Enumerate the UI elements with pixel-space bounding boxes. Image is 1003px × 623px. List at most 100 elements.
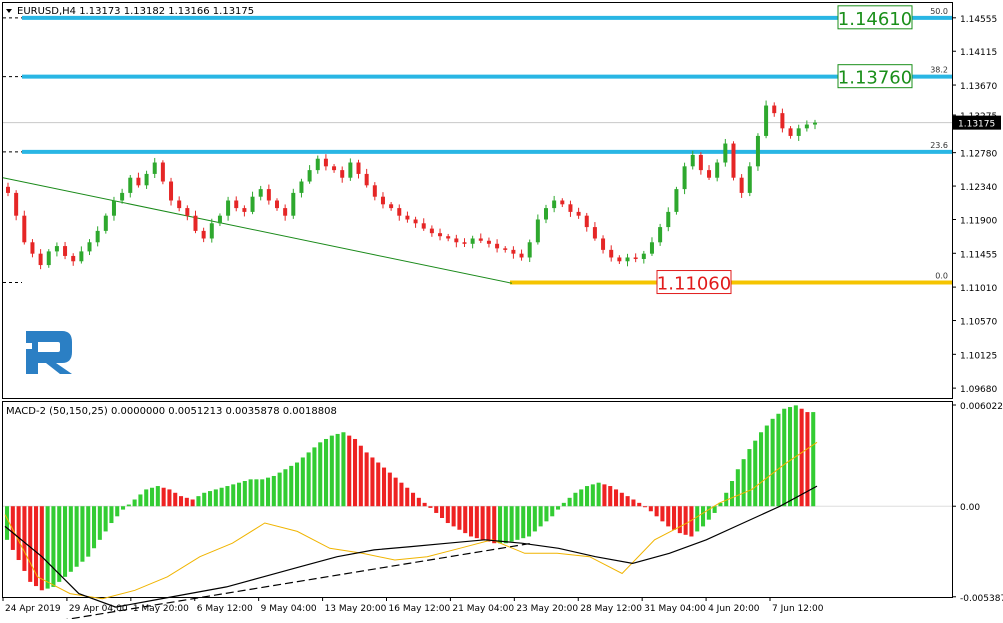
broker-logo — [26, 331, 72, 374]
fib-level-label: 38.2 — [930, 66, 948, 75]
candle-body — [315, 158, 320, 171]
macd-histogram-bar — [614, 489, 619, 507]
macd-tick-label: -0.0053874 — [960, 594, 1003, 604]
symbol-menu-arrow[interactable] — [6, 9, 12, 13]
macd-histogram-bar — [695, 506, 700, 532]
macd-histogram-bar — [782, 408, 787, 507]
macd-histogram-bar — [347, 435, 352, 507]
macd-histogram-bar — [567, 497, 572, 507]
candle-body — [421, 223, 426, 229]
macd-histogram-bar — [57, 506, 62, 582]
macd-histogram-bar — [416, 497, 421, 507]
candle-body — [356, 162, 361, 174]
candle-body — [495, 243, 500, 249]
macd-histogram-bar — [364, 452, 369, 507]
candle-body — [780, 113, 785, 129]
macd-histogram-bar — [706, 506, 711, 520]
main-pane-frame — [2, 2, 953, 399]
candle-body — [79, 251, 84, 262]
macd-histogram-bar — [753, 440, 758, 507]
candle-body — [723, 143, 728, 163]
candle-body — [633, 257, 638, 259]
macd-histogram-bar — [625, 496, 630, 507]
macd-histogram-bar — [45, 506, 50, 589]
candle-body — [796, 128, 801, 136]
macd-histogram-bar — [654, 506, 659, 517]
macd-histogram-bar — [747, 449, 752, 507]
macd-histogram-bar — [63, 506, 68, 577]
macd-histogram-bar — [155, 486, 160, 507]
macd-histogram-bar — [225, 486, 230, 507]
macd-histogram-bar — [474, 506, 479, 539]
candle-body — [372, 185, 377, 197]
candle-body — [275, 200, 279, 209]
candle-body — [234, 200, 239, 209]
macd-histogram-bar — [811, 412, 816, 507]
macd-histogram-bar — [724, 492, 729, 507]
candle-body — [739, 177, 744, 193]
macd-histogram-bar — [660, 506, 665, 522]
macd-histogram-bar — [532, 506, 537, 532]
time-tick-label: 24 Apr 2019 — [5, 604, 61, 614]
price-tick-label: 1.12780 — [960, 150, 997, 160]
macd-histogram-bar — [335, 433, 340, 507]
macd-histogram-bar — [167, 489, 172, 507]
candle-body — [470, 238, 475, 244]
candle-body — [413, 219, 418, 224]
macd-histogram-bar — [445, 506, 450, 524]
macd-tick-label: 0.0060223 — [960, 402, 1003, 412]
macd-histogram-bar — [5, 506, 10, 540]
candle-body — [446, 236, 451, 239]
macd-histogram-bar — [109, 506, 114, 524]
macd-histogram-bar — [689, 506, 694, 537]
macd-histogram-bar — [538, 506, 543, 527]
fib-level-label: 0.0 — [935, 272, 948, 281]
current-price-label: 1.13175 — [958, 120, 995, 130]
macd-histogram-bar — [92, 506, 97, 549]
macd-histogram-bar — [666, 506, 671, 527]
macd-histogram-bar — [283, 469, 288, 507]
macd-histogram-bar — [683, 506, 688, 535]
candle-body — [152, 162, 157, 174]
price-tick-label: 1.11010 — [960, 284, 997, 294]
candle-body — [389, 204, 394, 209]
candle-body — [266, 189, 271, 201]
macd-histogram-bar — [28, 506, 33, 582]
macd-histogram-bar — [619, 492, 624, 507]
time-tick-label: 21 May 04:00 — [452, 604, 514, 614]
candle-body — [755, 135, 760, 167]
time-tick-label: 6 May 12:00 — [197, 604, 253, 614]
candle-body — [348, 162, 353, 178]
candle-body — [103, 215, 108, 231]
candle-body — [291, 192, 296, 216]
time-tick-label: 28 May 12:00 — [580, 604, 642, 614]
candle-body — [283, 208, 288, 216]
main-chart-header: EURUSD,H4 1.13173 1.13182 1.13166 1.1317… — [17, 6, 254, 17]
candle-body — [804, 124, 809, 129]
candle-body — [160, 162, 165, 182]
macd-histogram-bar — [271, 475, 276, 507]
time-tick-label: 7 Jun 12:00 — [772, 604, 824, 614]
current-price-box — [953, 115, 1001, 130]
candle-body — [323, 158, 328, 167]
candle-body — [658, 227, 663, 243]
candle-body — [503, 248, 508, 250]
macd-histogram-bar — [260, 479, 265, 507]
candle-body — [46, 251, 51, 266]
candle-body — [429, 228, 434, 234]
macd-histogram-bar — [776, 413, 781, 507]
candle-body — [731, 143, 736, 178]
macd-histogram-bar — [370, 457, 375, 507]
macd-histogram-bar — [103, 506, 108, 532]
candle-body — [242, 208, 247, 212]
price-tick-label: 1.11900 — [960, 216, 997, 226]
macd-histogram-bar — [793, 405, 798, 507]
macd-histogram-bar — [353, 438, 358, 507]
candle-body — [698, 154, 703, 171]
macd-histogram-bar — [74, 506, 79, 567]
candle-body — [690, 154, 695, 167]
time-tick-label: 29 Apr 04:00 — [69, 604, 128, 614]
candle-body — [617, 257, 622, 262]
